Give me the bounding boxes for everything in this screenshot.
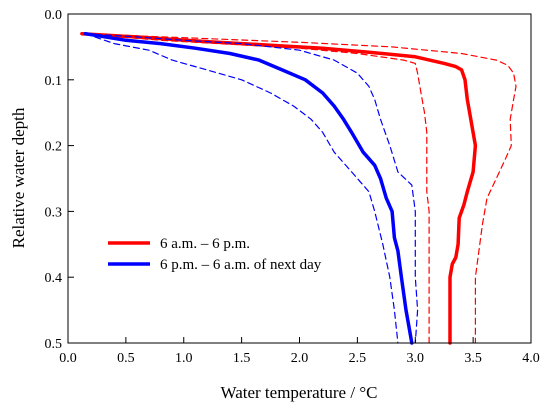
x-tick-label: 0.0 (59, 351, 77, 366)
legend: 6 a.m. – 6 p.m. 6 p.m. – 6 a.m. of next … (108, 236, 322, 273)
series-line-3-solid (83, 31, 414, 345)
x-axis-title: Water temperature / °C (221, 383, 378, 402)
legend-label-night: 6 p.m. – 6 a.m. of next day (160, 257, 322, 273)
legend-label-day: 6 a.m. – 6 p.m. (160, 236, 250, 252)
y-tick-label: 0.5 (45, 337, 63, 352)
series-line-1-dashed (81, 33, 517, 344)
x-tick-label: 3.0 (407, 351, 425, 366)
x-tick-label: 2.5 (349, 351, 367, 366)
y-tick-label: 0.0 (45, 8, 63, 23)
y-tick-label: 0.4 (45, 271, 63, 286)
x-tick-label: 4.0 (522, 351, 540, 366)
x-tick-label: 1.5 (233, 351, 251, 366)
x-tick-label: 1.0 (175, 351, 193, 366)
x-tick-marks (67, 337, 532, 343)
x-tick-label: 0.5 (117, 351, 135, 366)
plot-frame (67, 13, 532, 344)
y-axis-title: Relative water depth (9, 107, 28, 248)
y-tick-label: 0.1 (45, 74, 63, 89)
x-tick-label: 3.5 (464, 351, 482, 366)
series-line-2-dashed (81, 33, 430, 344)
y-tick-label: 0.2 (45, 140, 63, 155)
x-tick-label: 2.0 (291, 351, 309, 366)
series-line-0-solid (80, 31, 478, 345)
plot-layer (80, 31, 517, 345)
series-line-5-dashed (84, 33, 399, 344)
y-tick-marks (68, 13, 74, 344)
series-line-4-dashed (84, 33, 419, 344)
y-tick-labels: 0.0 0.1 0.2 0.3 0.4 0.5 (45, 8, 63, 352)
y-tick-label: 0.3 (45, 205, 63, 220)
x-tick-labels: 0.0 0.5 1.0 1.5 2.0 2.5 3.0 3.5 4.0 (59, 351, 540, 366)
